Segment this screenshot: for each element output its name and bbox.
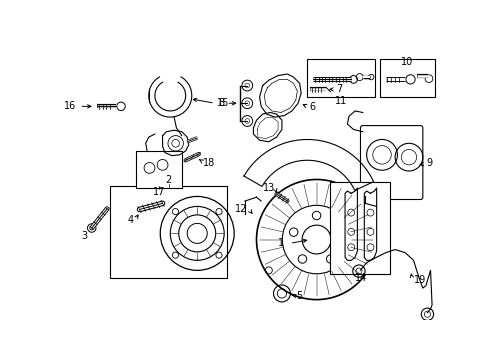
Text: 2: 2 [166, 175, 172, 185]
Text: 4: 4 [128, 215, 134, 225]
Text: 8: 8 [218, 98, 224, 108]
Text: 14: 14 [355, 273, 368, 283]
Text: 17: 17 [152, 187, 165, 197]
Bar [136, 151, 182, 188]
Text: 13: 13 [263, 183, 275, 193]
Bar [380, 59, 435, 97]
Text: 12: 12 [235, 204, 247, 214]
Bar [330, 182, 391, 274]
Text: 10: 10 [401, 58, 414, 67]
Text: 9: 9 [426, 158, 432, 167]
Text: 15: 15 [217, 98, 229, 108]
Text: 3: 3 [81, 231, 87, 241]
Text: 18: 18 [203, 158, 216, 167]
Text: 19: 19 [414, 275, 426, 285]
Text: 5: 5 [296, 291, 302, 301]
Text: 6: 6 [309, 102, 315, 112]
Bar [307, 59, 375, 97]
Text: 1: 1 [278, 238, 284, 248]
Text: 7: 7 [336, 84, 342, 94]
Bar [110, 186, 227, 278]
Text: 11: 11 [335, 96, 347, 106]
Text: 16: 16 [64, 101, 76, 111]
